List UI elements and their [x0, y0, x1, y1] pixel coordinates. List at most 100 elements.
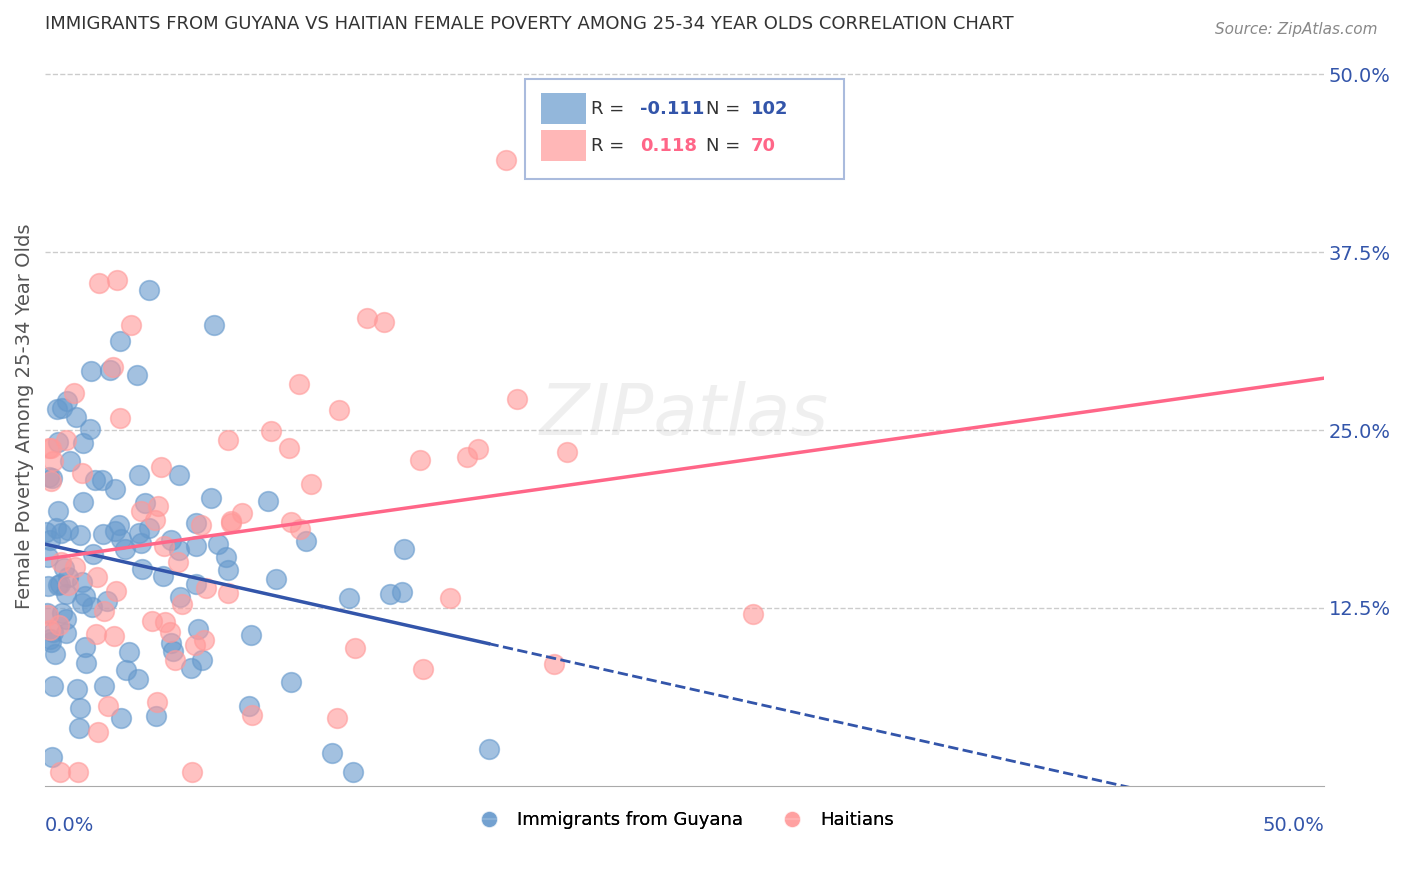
Point [97, 698, 120, 713]
Point [39, 635, 62, 649]
Text: 102: 102 [751, 100, 789, 118]
Text: R =: R = [591, 100, 630, 118]
Point [48, 618, 70, 632]
Point [105, 272, 128, 286]
Text: N =: N = [706, 100, 747, 118]
Point [49, 526, 72, 541]
Point [87, 724, 110, 739]
Point [153, 540, 176, 554]
Point [108, 518, 131, 533]
Point [91, 473, 114, 487]
Point [217, 586, 239, 600]
Point [82, 547, 104, 561]
Point [110, 711, 132, 725]
Point [169, 590, 191, 604]
Point [148, 499, 170, 513]
Point [120, 318, 142, 332]
Point [72, 575, 94, 590]
Point [58, 454, 80, 468]
Point [110, 532, 132, 546]
Point [217, 564, 239, 578]
Point [37, 549, 59, 564]
Point [93, 604, 115, 618]
Point [555, 445, 578, 459]
Point [184, 539, 207, 553]
Legend: Immigrants from Guyana, Haitians: Immigrants from Guyana, Haitians [468, 804, 901, 836]
Point [37, 608, 59, 623]
Point [110, 334, 132, 349]
Point [72, 436, 94, 450]
Point [49, 764, 72, 779]
Point [200, 491, 222, 505]
Point [115, 663, 138, 677]
Point [295, 534, 318, 549]
Point [65, 410, 87, 425]
Point [219, 514, 242, 528]
Point [84, 627, 107, 641]
FancyBboxPatch shape [541, 130, 586, 161]
Point [66, 681, 89, 696]
Point [39, 441, 62, 455]
Point [321, 746, 343, 760]
Point [49, 577, 72, 591]
Text: 0.0%: 0.0% [45, 815, 94, 835]
Point [467, 442, 489, 456]
Point [37, 606, 59, 620]
Point [219, 516, 242, 530]
Point [180, 764, 202, 779]
Point [38, 441, 60, 455]
Point [166, 555, 188, 569]
Point [477, 741, 499, 756]
Point [167, 468, 190, 483]
Point [80, 599, 103, 614]
Point [172, 597, 194, 611]
Point [55, 625, 77, 640]
Point [39, 474, 62, 488]
Point [75, 589, 97, 603]
Point [38, 632, 60, 647]
Point [207, 536, 229, 550]
Point [42, 625, 65, 640]
Point [150, 460, 173, 475]
Point [143, 513, 166, 527]
Point [191, 653, 214, 667]
Point [238, 698, 260, 713]
Point [72, 466, 94, 480]
Point [288, 376, 311, 391]
Point [328, 403, 350, 417]
Point [163, 653, 186, 667]
Point [162, 644, 184, 658]
Point [53, 561, 76, 575]
Point [138, 283, 160, 297]
Point [39, 533, 62, 548]
Point [214, 549, 236, 564]
Point [280, 516, 302, 530]
Point [257, 493, 280, 508]
Point [337, 591, 360, 606]
Point [180, 660, 202, 674]
Point [108, 411, 131, 425]
Text: 50.0%: 50.0% [1263, 815, 1324, 835]
Point [69, 528, 91, 542]
Point [260, 424, 283, 438]
Point [91, 527, 114, 541]
Point [127, 672, 149, 686]
Point [79, 422, 101, 436]
Text: Source: ZipAtlas.com: Source: ZipAtlas.com [1215, 22, 1378, 37]
Point [280, 675, 302, 690]
Point [159, 625, 181, 640]
Point [55, 587, 77, 601]
Point [146, 695, 169, 709]
Point [100, 363, 122, 377]
Point [456, 450, 478, 465]
Point [299, 477, 322, 491]
Point [392, 542, 415, 557]
Point [46, 578, 69, 592]
Point [104, 482, 127, 496]
Point [159, 636, 181, 650]
Point [202, 318, 225, 332]
Point [141, 614, 163, 628]
FancyBboxPatch shape [524, 79, 845, 179]
Point [288, 522, 311, 536]
Point [495, 153, 517, 167]
